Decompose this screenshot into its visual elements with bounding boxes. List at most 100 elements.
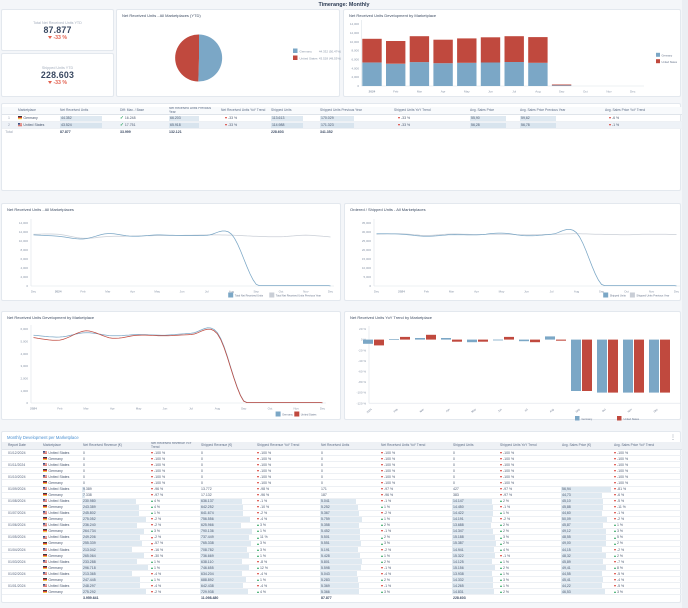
svg-text:Nov: Nov [627, 407, 634, 413]
svg-text:44.332 (50,47%): 44.332 (50,47%) [319, 50, 341, 54]
svg-text:25,000: 25,000 [362, 239, 372, 243]
svg-text:Feb: Feb [393, 90, 399, 94]
svg-text:Jul: Jul [189, 407, 193, 411]
svg-text:5,000: 5,000 [20, 339, 28, 343]
svg-text:6,000: 6,000 [20, 257, 28, 261]
svg-text:United States: United States [300, 57, 319, 61]
svg-text:Aug: Aug [535, 90, 541, 94]
svg-text:Jul: Jul [550, 290, 554, 294]
svg-text:Feb: Feb [57, 407, 63, 411]
svg-text:May: May [470, 407, 477, 414]
svg-text:12,000: 12,000 [19, 230, 29, 234]
svg-text:United States: United States [301, 413, 317, 417]
svg-text:Dec: Dec [320, 407, 326, 411]
svg-text:Sep: Sep [575, 407, 582, 413]
svg-text:3,000: 3,000 [20, 364, 28, 368]
svg-text:1,000: 1,000 [20, 389, 28, 393]
svg-text:United States: United States [624, 417, 640, 421]
svg-text:Feb: Feb [393, 407, 399, 413]
svg-text:Dec: Dec [674, 290, 680, 294]
svg-text:-40 %: -40 % [358, 359, 366, 363]
svg-text:12,000: 12,000 [350, 31, 360, 35]
svg-text:Jun: Jun [497, 407, 503, 413]
svg-text:Jun: Jun [180, 290, 185, 294]
svg-text:Aug: Aug [229, 290, 235, 294]
svg-text:-100 %: -100 % [356, 391, 366, 395]
svg-text:May: May [136, 407, 142, 411]
svg-text:14,000: 14,000 [350, 22, 360, 26]
svg-text:Sep: Sep [599, 290, 605, 294]
svg-text:2024: 2024 [55, 290, 62, 294]
svg-text:Total Net Received Units: Total Net Received Units [235, 294, 264, 298]
svg-text:Feb: Feb [80, 290, 86, 294]
svg-text:8,000: 8,000 [20, 248, 28, 252]
svg-text:Jul: Jul [512, 90, 516, 94]
svg-text:4,000: 4,000 [20, 266, 28, 270]
svg-text:May: May [499, 290, 505, 294]
svg-text:Dec: Dec [374, 290, 380, 294]
svg-text:Sep: Sep [254, 290, 260, 294]
svg-text:Germany: Germany [582, 417, 593, 421]
svg-text:Germany: Germany [662, 53, 673, 57]
svg-text:20 %: 20 % [359, 327, 366, 331]
svg-text:-80 %: -80 % [358, 380, 366, 384]
svg-text:-20 %: -20 % [358, 348, 366, 352]
svg-text:Apr: Apr [445, 407, 451, 413]
svg-text:2024: 2024 [369, 90, 376, 94]
svg-text:Apr: Apr [474, 290, 479, 294]
svg-text:Aug: Aug [215, 407, 221, 411]
svg-text:0: 0 [26, 401, 28, 405]
svg-text:Jun: Jun [488, 90, 493, 94]
svg-text:35,000: 35,000 [362, 221, 372, 225]
svg-text:4,000: 4,000 [20, 352, 28, 356]
svg-text:Apr: Apr [130, 290, 135, 294]
svg-text:Aug: Aug [574, 290, 580, 294]
svg-text:Oct: Oct [601, 407, 607, 413]
svg-text:Apr: Apr [441, 90, 446, 94]
svg-text:2024: 2024 [398, 290, 405, 294]
svg-text:-120 %: -120 % [356, 401, 366, 405]
svg-text:Dec: Dec [328, 290, 334, 294]
svg-text:Oct: Oct [279, 290, 284, 294]
svg-text:Mar: Mar [105, 290, 110, 294]
svg-text:20,000: 20,000 [362, 248, 372, 252]
svg-text:Jul: Jul [524, 407, 529, 412]
svg-text:Mar: Mar [419, 407, 425, 413]
svg-text:Jun: Jun [524, 290, 529, 294]
svg-text:15,000: 15,000 [362, 257, 372, 261]
svg-text:30,000: 30,000 [362, 230, 372, 234]
svg-text:Sep: Sep [241, 407, 247, 411]
svg-text:Dec: Dec [653, 407, 660, 413]
svg-text:United States: United States [662, 60, 678, 64]
svg-text:6,000: 6,000 [20, 327, 28, 331]
svg-text:Dec: Dec [31, 290, 37, 294]
svg-text:6,000: 6,000 [351, 58, 359, 62]
svg-text:Sep: Sep [559, 90, 565, 94]
svg-text:2,000: 2,000 [351, 75, 359, 79]
svg-text:2,000: 2,000 [20, 275, 28, 279]
svg-text:Mar: Mar [83, 407, 88, 411]
svg-text:Jun: Jun [162, 407, 167, 411]
svg-text:Shipped Units: Shipped Units [610, 294, 627, 298]
svg-text:May: May [154, 290, 160, 294]
svg-text:0: 0 [357, 84, 359, 88]
svg-text:Jul: Jul [205, 290, 209, 294]
svg-text:Apr: Apr [110, 407, 115, 411]
svg-text:8,000: 8,000 [351, 49, 359, 53]
svg-text:5,000: 5,000 [363, 275, 371, 279]
svg-text:Germany: Germany [300, 50, 313, 54]
svg-text:0: 0 [26, 284, 28, 288]
svg-text:4,000: 4,000 [351, 66, 359, 70]
svg-text:Nov: Nov [649, 290, 655, 294]
svg-text:Dec: Dec [630, 90, 636, 94]
svg-text:43.528 (49,53%): 43.528 (49,53%) [319, 57, 341, 61]
svg-text:2,000: 2,000 [20, 376, 28, 380]
svg-text:Feb: Feb [424, 290, 430, 294]
svg-text:Nov: Nov [606, 90, 612, 94]
svg-text:Oct: Oct [624, 290, 629, 294]
svg-text:Mar: Mar [449, 290, 454, 294]
svg-text:10,000: 10,000 [362, 266, 372, 270]
svg-text:-60 %: -60 % [358, 370, 366, 374]
svg-text:10,000: 10,000 [350, 40, 360, 44]
svg-text:2024: 2024 [366, 407, 373, 414]
